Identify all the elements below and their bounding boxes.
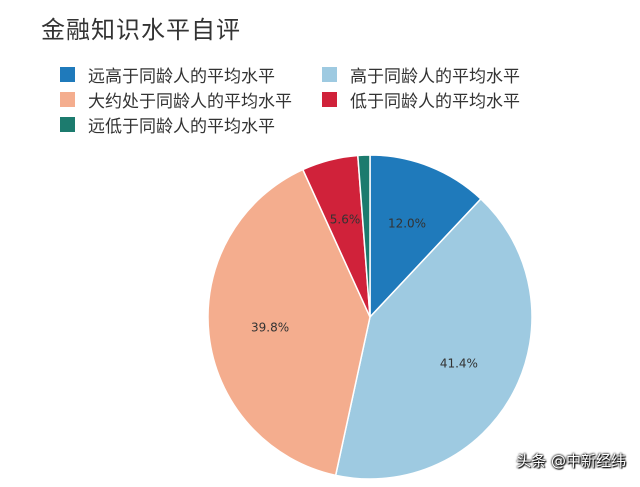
legend-item-below: 低于同龄人的平均水平 xyxy=(322,88,520,112)
legend-swatch-far-below xyxy=(60,116,75,132)
legend-label-average: 大约处于同龄人的平均水平 xyxy=(88,91,292,112)
slice-label-far-above: 12.0% xyxy=(388,217,426,231)
legend-label-far-above: 远高于同龄人的平均水平 xyxy=(88,66,275,87)
chart-title: 金融知识水平自评 xyxy=(41,16,241,44)
slice-label-average: 39.8% xyxy=(251,321,289,335)
legend-item-far-below: 远低于同龄人的平均水平 xyxy=(60,113,275,137)
slice-label-below: 5.6% xyxy=(330,213,361,227)
legend-swatch-far-above xyxy=(60,66,75,82)
legend-label-below: 低于同龄人的平均水平 xyxy=(350,91,520,112)
slice-label-above: 41.4% xyxy=(440,357,478,371)
pie-slice-far-below xyxy=(356,154,371,318)
watermark: 头条 @中新经纬 xyxy=(516,452,626,470)
pie-slice-average xyxy=(207,168,371,477)
legend-swatch-below xyxy=(322,91,337,107)
legend-item-average: 大约处于同龄人的平均水平 xyxy=(60,88,292,112)
pie-slice-far-above xyxy=(369,154,482,319)
legend-label-above: 高于同龄人的平均水平 xyxy=(350,66,520,87)
legend-swatch-above xyxy=(322,66,337,82)
pie-slice-above xyxy=(334,197,533,480)
legend-label-far-below: 远低于同龄人的平均水平 xyxy=(88,116,275,137)
legend-item-above: 高于同龄人的平均水平 xyxy=(322,63,520,87)
legend-item-far-above: 远高于同龄人的平均水平 xyxy=(60,63,275,87)
legend-swatch-average xyxy=(60,91,75,107)
